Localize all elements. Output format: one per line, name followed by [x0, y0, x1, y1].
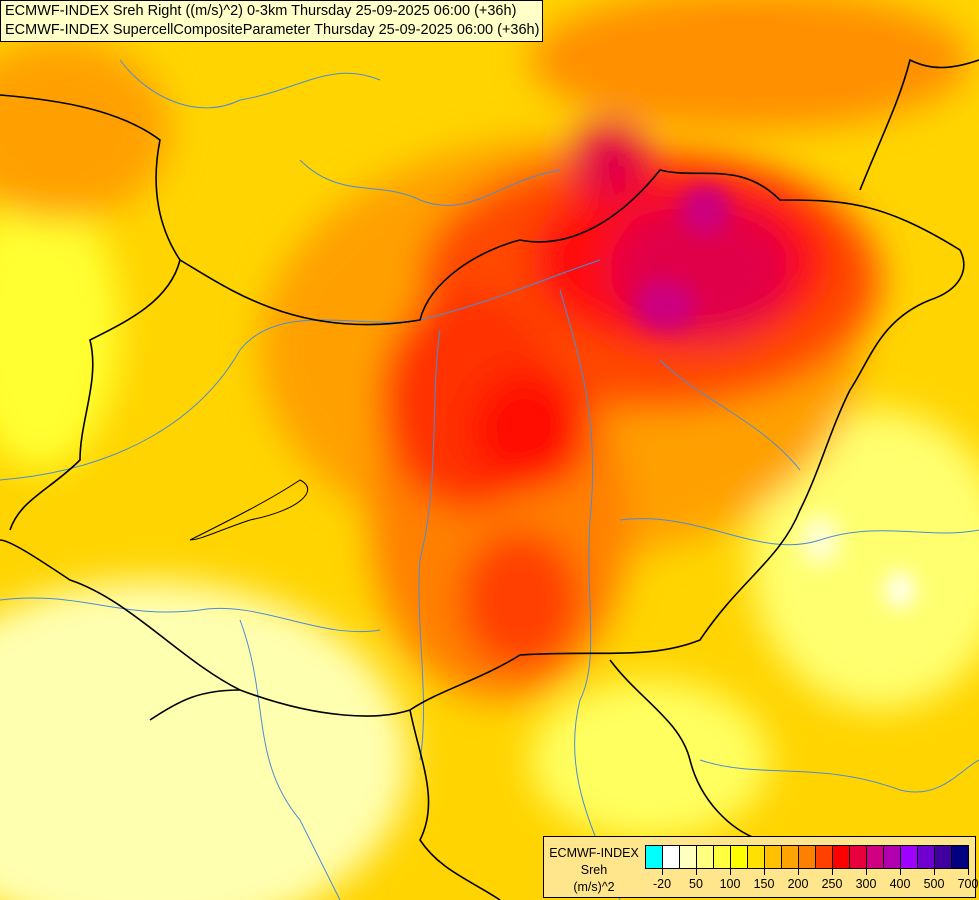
colorbar-tick	[866, 869, 867, 875]
colorbar-tick	[696, 869, 697, 875]
color-legend: ECMWF-INDEX Sreh (m/s)^2 -20 50 100 150 200 2…	[543, 836, 979, 898]
country-borders	[0, 58, 979, 900]
map-title: ECMWF-INDEX Sreh Right ((m/s)^2) 0-3km T…	[0, 0, 543, 42]
legend-model: ECMWF-INDEX	[549, 846, 639, 860]
colorbar-tick	[900, 869, 901, 875]
colorbar-tick	[764, 869, 765, 875]
legend-variable: Sreh	[580, 863, 608, 877]
colorbar	[645, 845, 969, 869]
colorbar-tick-label: 250	[821, 877, 843, 891]
colorbar-tick-label: 400	[889, 877, 911, 891]
colorbar-swatch	[714, 846, 731, 868]
colorbar-tick	[934, 869, 935, 875]
colorbar-tick-label: 150	[753, 877, 775, 891]
colorbar-tick-label: 500	[923, 877, 945, 891]
colorbar-swatch	[765, 846, 782, 868]
colorbar-tick-label: 200	[787, 877, 809, 891]
colorbar-swatch	[782, 846, 799, 868]
title-line-sreh: ECMWF-INDEX Sreh Right ((m/s)^2) 0-3km T…	[5, 3, 517, 19]
title-line-scp: ECMWF-INDEX SupercellCompositeParameter …	[5, 22, 540, 38]
colorbar-tick	[730, 869, 731, 875]
colorbar-swatch	[748, 846, 765, 868]
colorbar-swatch	[697, 846, 714, 868]
colorbar-swatch	[680, 846, 697, 868]
colorbar-swatch	[901, 846, 918, 868]
colorbar-swatch	[833, 846, 850, 868]
colorbar-tick-label: 300	[855, 877, 877, 891]
colorbar-swatch	[935, 846, 952, 868]
rivers	[0, 59, 979, 900]
colorbar-swatch	[799, 846, 816, 868]
legend-label: ECMWF-INDEX Sreh (m/s)^2	[548, 845, 640, 896]
colorbar-swatch	[850, 846, 867, 868]
colorbar-swatch	[867, 846, 884, 868]
colorbar-swatch	[731, 846, 748, 868]
colorbar-tick	[968, 869, 969, 875]
colorbar-tick-label: 700	[957, 877, 979, 891]
colorbar-tick-label: 100	[719, 877, 741, 891]
colorbar-tick	[832, 869, 833, 875]
colorbar-swatch	[884, 846, 901, 868]
legend-unit: (m/s)^2	[573, 880, 615, 894]
colorbar-tick-label: -20	[652, 877, 672, 891]
colorbar-tick-label: 50	[689, 877, 703, 891]
colorbar-swatch	[646, 846, 663, 868]
colorbar-swatch	[816, 846, 833, 868]
colorbar-ticks: -20 50 100 150 200 250 300 400 500 700	[645, 869, 979, 893]
colorbar-tick	[798, 869, 799, 875]
colorbar-swatch	[952, 846, 968, 868]
colorbar-tick	[662, 869, 663, 875]
colorbar-swatch	[918, 846, 935, 868]
colorbar-swatch	[663, 846, 680, 868]
